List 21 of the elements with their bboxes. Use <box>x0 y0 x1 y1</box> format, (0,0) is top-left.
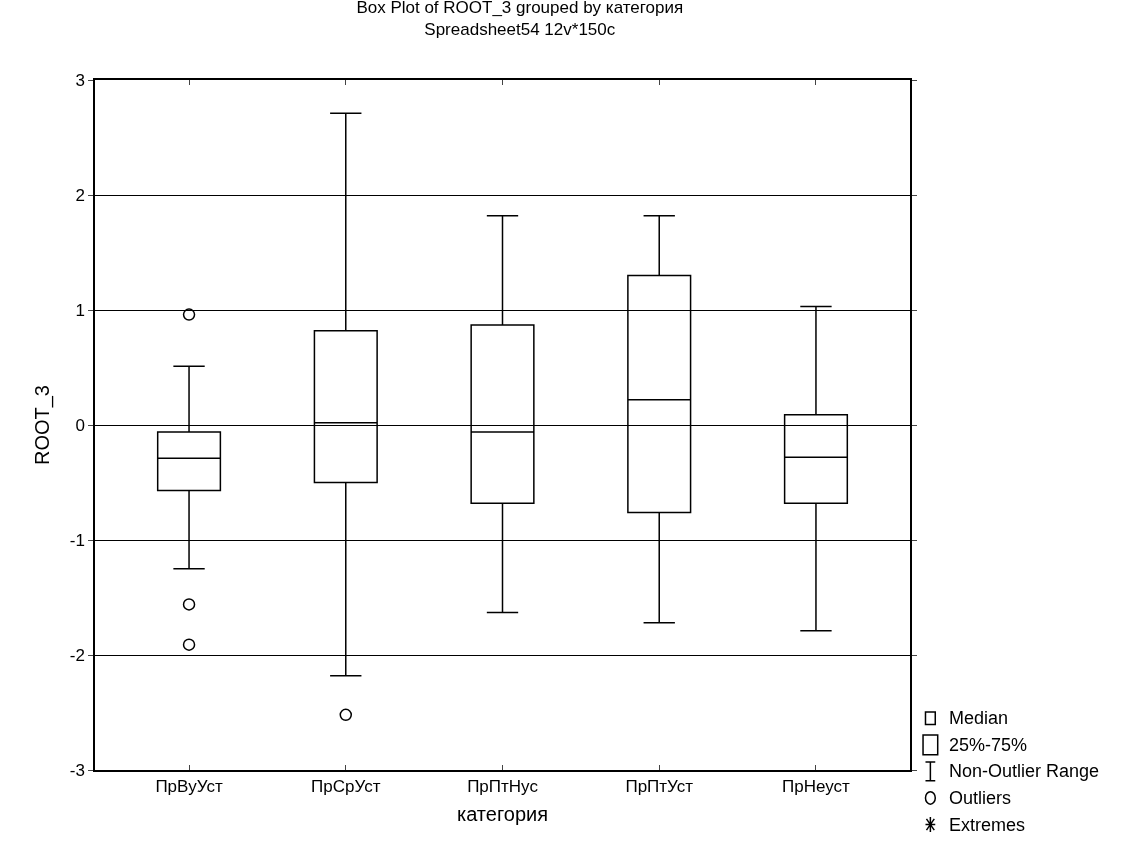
x-tick-label: ПрНеуст <box>782 777 851 797</box>
text: Outliers <box>949 788 1012 808</box>
y-tick-label: 3 <box>75 70 85 90</box>
text: Non-Outlier Range <box>949 761 1100 781</box>
x-axis-title: категория <box>456 803 549 826</box>
text: 25%-75% <box>949 735 1028 755</box>
x-tick-label: ПрСрУст <box>311 777 381 797</box>
x-tick-label: ПрПтНус <box>467 777 539 797</box>
y-tick-label: -2 <box>69 645 85 665</box>
y-tick-label: 2 <box>75 185 85 205</box>
chart-subtitle: Spreadsheet54 12v*150c <box>424 19 616 39</box>
y-tick-label: 0 <box>75 415 85 435</box>
text: Median <box>949 708 1009 728</box>
y-axis-title: ROOT_3 <box>30 384 54 466</box>
text: Extremes <box>949 815 1026 835</box>
chart-title: Box Plot of ROOT_3 grouped by категория <box>356 0 684 17</box>
y-tick-label: 1 <box>75 300 85 320</box>
y-tick-label: -3 <box>69 760 85 780</box>
x-tick-label: ПрВуУст <box>155 777 223 797</box>
x-tick-label: ПрПтУст <box>625 777 694 797</box>
y-tick-label: -1 <box>69 530 85 550</box>
